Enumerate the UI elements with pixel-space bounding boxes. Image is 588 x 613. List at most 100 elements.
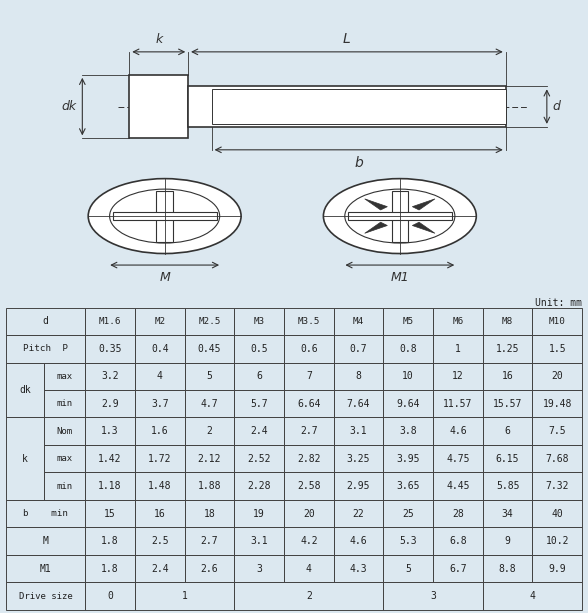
Text: 2.4: 2.4	[250, 426, 268, 436]
Text: 3.8: 3.8	[399, 426, 417, 436]
Text: 3.1: 3.1	[350, 426, 368, 436]
Bar	[85, 445, 135, 473]
Text: dk: dk	[19, 385, 31, 395]
Bar	[234, 417, 284, 445]
Bar	[334, 500, 383, 527]
Text: M: M	[159, 271, 170, 284]
Text: M2: M2	[154, 317, 165, 326]
Text: 1: 1	[455, 344, 461, 354]
Text: 0.4: 0.4	[151, 344, 169, 354]
Text: 16: 16	[154, 509, 166, 519]
Bar	[6, 417, 44, 500]
Text: Nom: Nom	[56, 427, 73, 436]
Text: 7.5: 7.5	[549, 426, 566, 436]
Bar	[234, 390, 284, 417]
Text: 10: 10	[402, 371, 414, 381]
Text: 3: 3	[430, 591, 436, 601]
Text: 3.65: 3.65	[396, 481, 420, 491]
Text: 2.82: 2.82	[297, 454, 320, 463]
Bar	[483, 362, 532, 390]
Text: min: min	[56, 399, 73, 408]
Polygon shape	[365, 199, 387, 210]
Bar	[532, 308, 582, 335]
Text: 4.6: 4.6	[350, 536, 368, 546]
Bar	[433, 445, 483, 473]
Bar	[433, 527, 483, 555]
Text: 6.64: 6.64	[297, 398, 320, 409]
Text: 7: 7	[306, 371, 312, 381]
Bar	[383, 445, 433, 473]
Text: 0.5: 0.5	[250, 344, 268, 354]
Bar	[483, 527, 532, 555]
Text: 3.7: 3.7	[151, 398, 169, 409]
Bar	[85, 390, 135, 417]
Bar	[85, 500, 135, 527]
Bar	[383, 500, 433, 527]
Bar	[284, 335, 334, 362]
Bar	[433, 335, 483, 362]
Bar	[334, 473, 383, 500]
Bar	[483, 500, 532, 527]
Text: 4.3: 4.3	[350, 563, 368, 574]
Text: 2.7: 2.7	[300, 426, 318, 436]
Bar	[185, 417, 234, 445]
Text: max: max	[56, 371, 73, 381]
Bar	[483, 582, 582, 610]
Bar	[234, 445, 284, 473]
Bar	[532, 473, 582, 500]
Text: 2.6: 2.6	[201, 563, 218, 574]
Bar	[433, 417, 483, 445]
Bar	[334, 555, 383, 582]
Text: 5.7: 5.7	[250, 398, 268, 409]
Bar	[284, 473, 334, 500]
Text: Unit: mm: Unit: mm	[535, 298, 582, 308]
Bar	[433, 390, 483, 417]
Bar	[113, 212, 216, 220]
Text: 2.95: 2.95	[347, 481, 370, 491]
Bar	[135, 417, 185, 445]
Bar	[334, 390, 383, 417]
Polygon shape	[365, 222, 387, 234]
Text: 7.64: 7.64	[347, 398, 370, 409]
Bar	[6, 362, 44, 417]
Text: 4.6: 4.6	[449, 426, 467, 436]
Bar	[433, 555, 483, 582]
Bar	[135, 582, 234, 610]
Bar	[212, 89, 506, 124]
Bar	[234, 527, 284, 555]
Bar	[185, 500, 234, 527]
Text: 2.12: 2.12	[198, 454, 221, 463]
Text: 1.3: 1.3	[101, 426, 119, 436]
Text: 5: 5	[405, 563, 411, 574]
Bar	[85, 335, 135, 362]
Text: 34: 34	[502, 509, 513, 519]
Bar	[383, 417, 433, 445]
Text: 12: 12	[452, 371, 464, 381]
Bar	[44, 362, 85, 390]
Bar	[532, 417, 582, 445]
Bar	[383, 308, 433, 335]
Text: 2.4: 2.4	[151, 563, 169, 574]
Text: 15: 15	[104, 509, 116, 519]
Bar	[532, 445, 582, 473]
Bar	[234, 335, 284, 362]
Bar	[44, 473, 85, 500]
Polygon shape	[412, 199, 435, 210]
Text: 3.95: 3.95	[396, 454, 420, 463]
Text: 1.5: 1.5	[549, 344, 566, 354]
Bar	[234, 582, 383, 610]
Bar	[44, 417, 85, 445]
Text: 6.7: 6.7	[449, 563, 467, 574]
Bar	[234, 473, 284, 500]
Text: 5.85: 5.85	[496, 481, 519, 491]
Text: 3.2: 3.2	[101, 371, 119, 381]
Text: max: max	[56, 454, 73, 463]
Bar	[284, 527, 334, 555]
Bar	[284, 308, 334, 335]
Text: 3: 3	[256, 563, 262, 574]
Bar	[135, 555, 185, 582]
Bar	[334, 362, 383, 390]
Bar	[284, 417, 334, 445]
Text: 0.8: 0.8	[399, 344, 417, 354]
Bar	[135, 500, 185, 527]
